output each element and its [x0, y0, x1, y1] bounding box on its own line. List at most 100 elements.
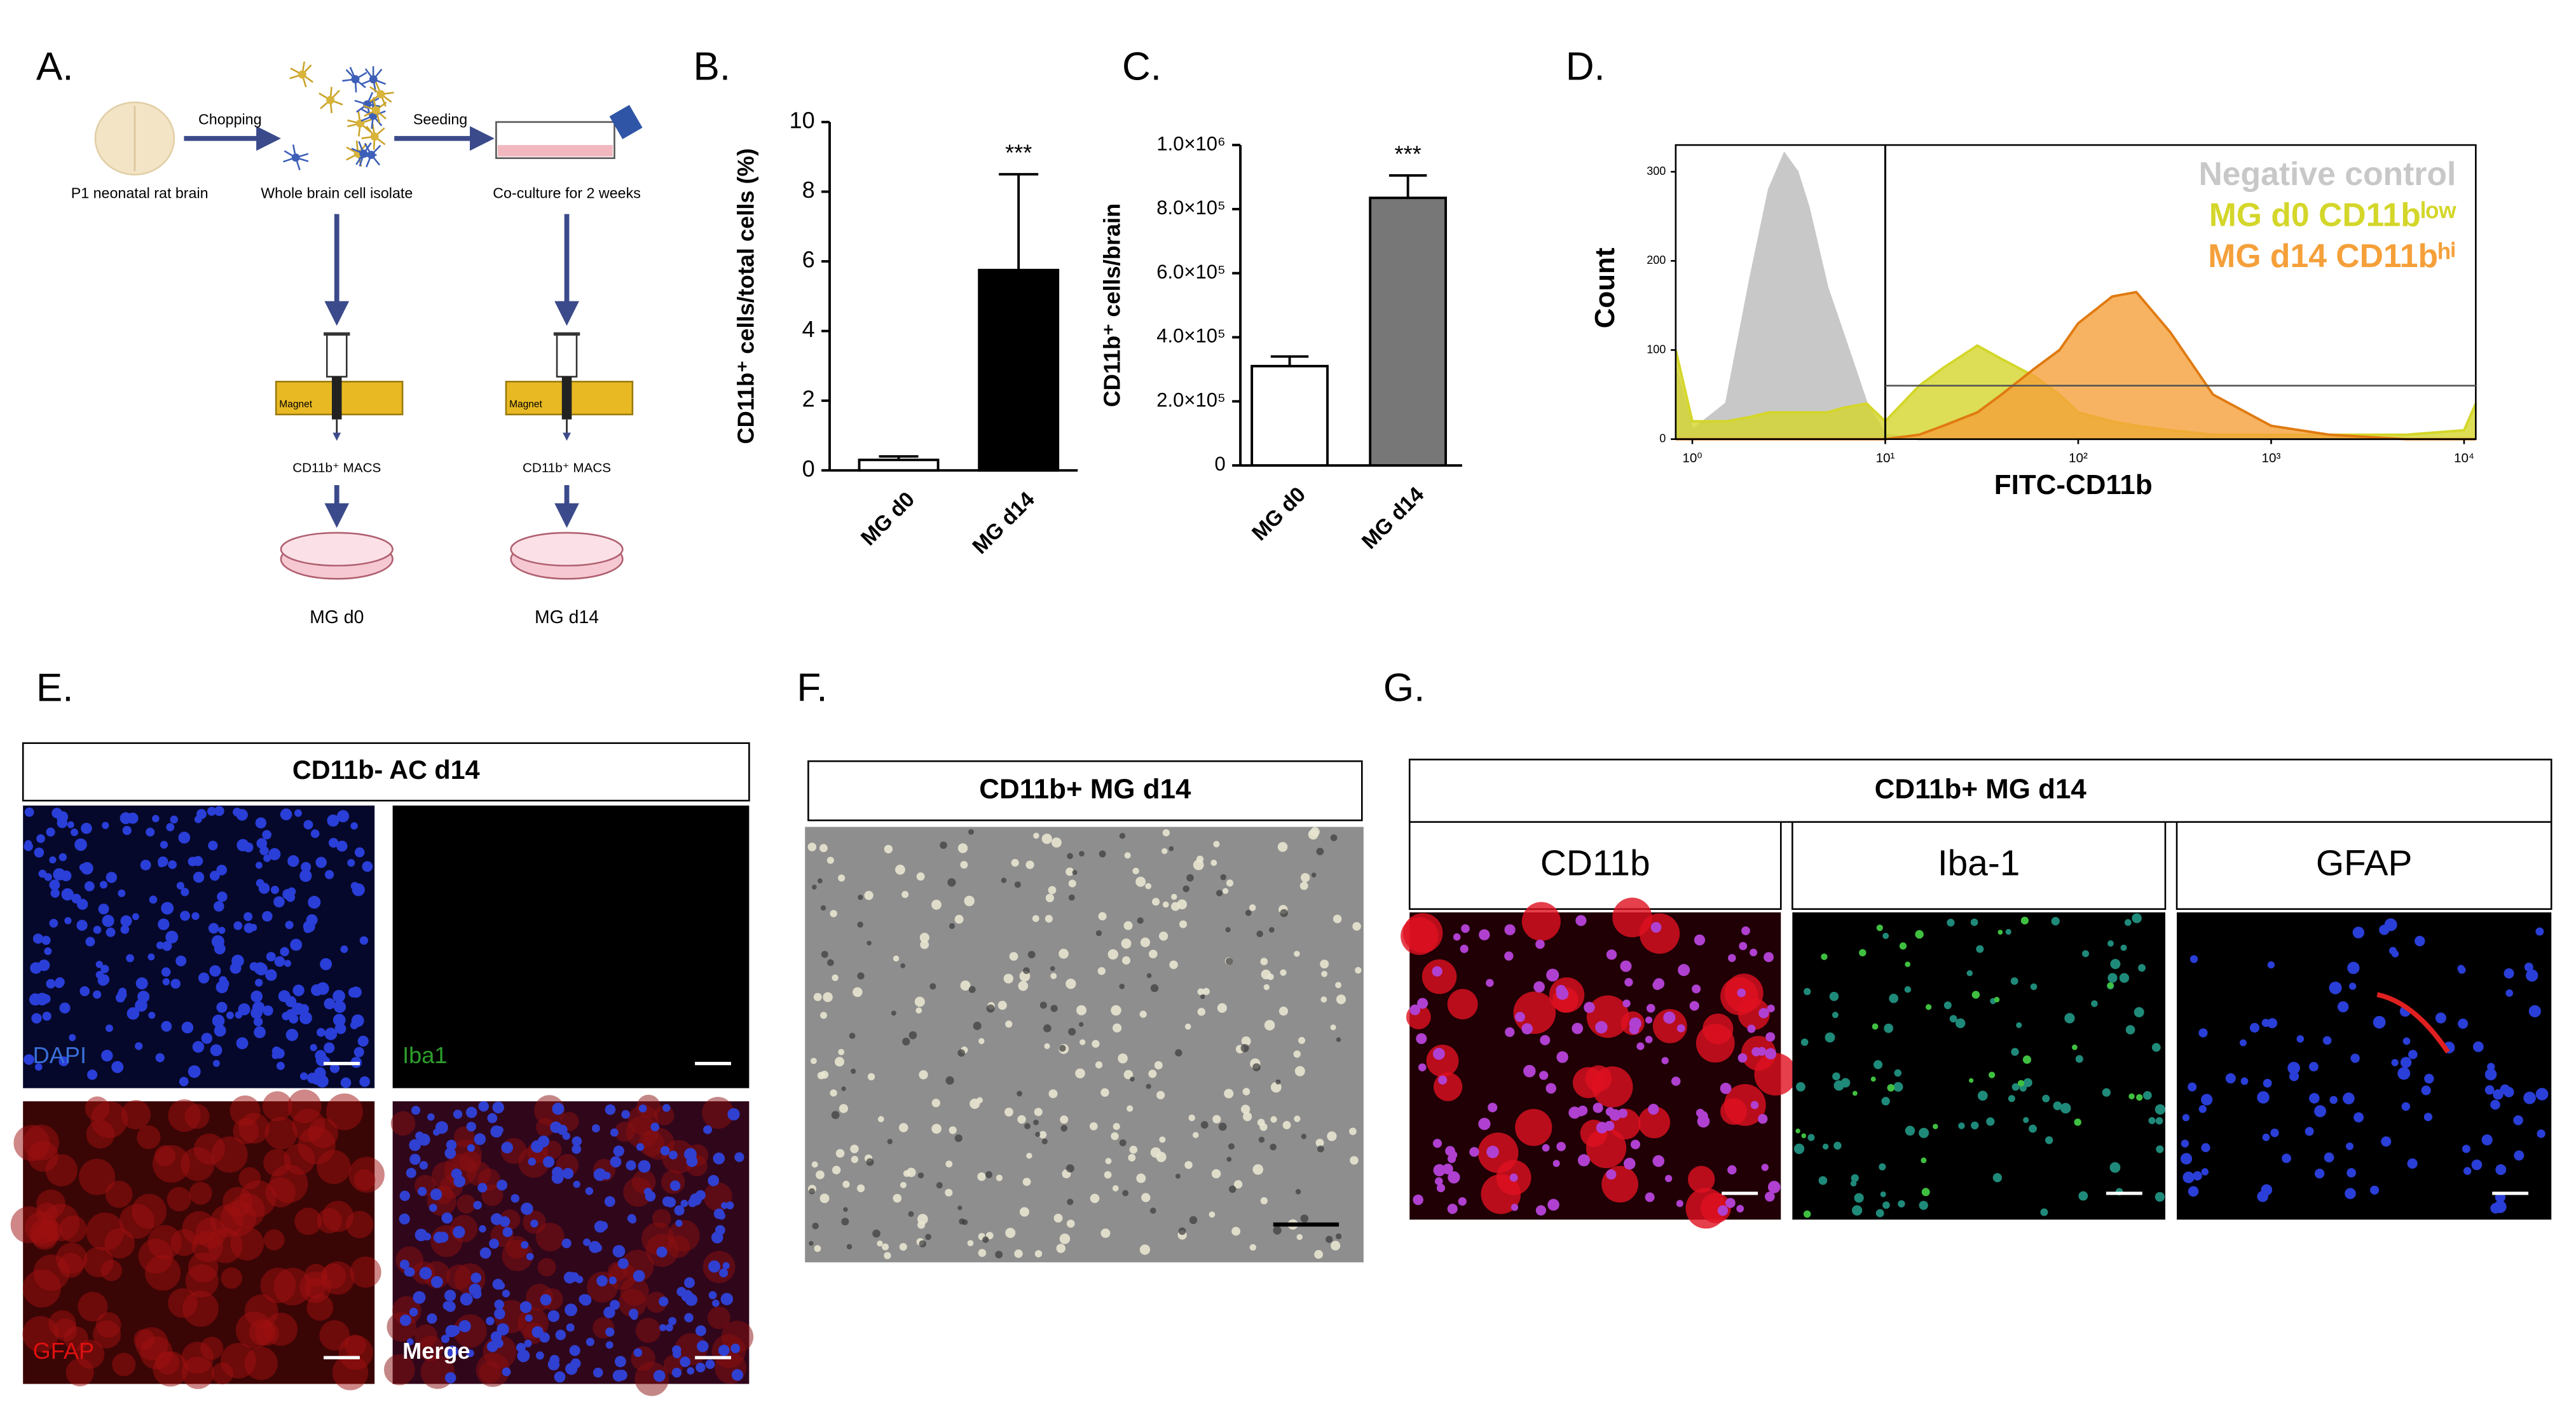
- cell: [1737, 1053, 1748, 1063]
- cell: [95, 1312, 121, 1338]
- cell: [986, 1004, 995, 1013]
- cell: [1100, 1228, 1111, 1238]
- cell: [1039, 1131, 1047, 1139]
- cell: [535, 1222, 565, 1251]
- cell: [1150, 984, 1159, 993]
- cell: [1986, 1117, 1995, 1126]
- cell: [949, 923, 956, 930]
- cell: [399, 1213, 410, 1225]
- cell: [348, 1157, 385, 1193]
- cell: [2289, 1071, 2299, 1082]
- cell: [1019, 1207, 1029, 1217]
- cell: [170, 815, 178, 824]
- cell: [353, 1047, 364, 1057]
- cell: [1212, 1115, 1221, 1124]
- cell: [236, 839, 249, 851]
- cell: [849, 1033, 856, 1040]
- cell: [2347, 961, 2360, 974]
- cell: [978, 1038, 985, 1045]
- cell: [899, 1242, 907, 1251]
- cell: [959, 1218, 965, 1225]
- cell: [2329, 981, 2342, 994]
- cell: [1299, 881, 1308, 890]
- cell: [1107, 949, 1118, 960]
- cell: [1200, 1121, 1209, 1129]
- cell: [2524, 963, 2533, 972]
- cell: [1852, 1090, 1858, 1096]
- cell: [1509, 1173, 1518, 1182]
- cell: [181, 1021, 194, 1034]
- cell: [940, 841, 947, 849]
- cell: [2022, 1055, 2032, 1064]
- cell: [1161, 848, 1168, 855]
- cell: [610, 1128, 619, 1137]
- cell: [1513, 991, 1556, 1034]
- cell: [552, 1103, 565, 1115]
- cell: [501, 1141, 513, 1154]
- cell: [2053, 1101, 2062, 1111]
- cell: [442, 1301, 452, 1310]
- cell: [1758, 1113, 1768, 1124]
- cell: [919, 933, 929, 943]
- cell: [211, 935, 224, 948]
- cell: [621, 1110, 630, 1119]
- cell: [479, 1225, 486, 1233]
- cell: [1209, 1211, 1216, 1218]
- cell: [1197, 988, 1205, 996]
- y-tick-label: 4: [802, 316, 815, 342]
- cell: [842, 1181, 850, 1188]
- cell: [310, 829, 320, 839]
- cell: [170, 979, 181, 989]
- cell: [502, 1227, 513, 1237]
- cell: [50, 888, 60, 898]
- cell: [1301, 873, 1310, 883]
- cell: [233, 808, 242, 816]
- cell: [428, 1204, 437, 1213]
- cell: [486, 1341, 498, 1352]
- cell: [285, 1028, 299, 1041]
- cell: [525, 1314, 533, 1322]
- cell: [2287, 1061, 2300, 1075]
- cell: [69, 1034, 76, 1041]
- cell: [1992, 1173, 2002, 1183]
- cell: [299, 869, 312, 883]
- cell: [1216, 890, 1223, 897]
- cell: [1330, 1024, 1336, 1031]
- cell: [1488, 1103, 1498, 1113]
- cell: [166, 823, 175, 832]
- cell: [253, 1017, 263, 1027]
- cell: [24, 840, 32, 848]
- cell: [2345, 1142, 2353, 1150]
- cell: [427, 1313, 437, 1324]
- histogram-fill: [1675, 292, 2476, 439]
- cell: [340, 1077, 352, 1089]
- cell: [1252, 1164, 1264, 1175]
- cell: [1119, 984, 1125, 989]
- cell: [1481, 1174, 1521, 1214]
- cell: [643, 1188, 652, 1196]
- cell: [812, 1222, 819, 1230]
- cell: [633, 1348, 643, 1357]
- y-tick-label: 6: [802, 247, 815, 273]
- cell: [1111, 1005, 1121, 1016]
- cell: [819, 1193, 830, 1204]
- cell: [1268, 926, 1275, 933]
- cell: [1092, 1040, 1100, 1048]
- cell: [502, 1367, 511, 1377]
- y-tick-label: 8.0×10⁵: [1156, 196, 1226, 219]
- cell: [1045, 893, 1055, 902]
- cell: [1154, 1061, 1163, 1069]
- cell: [1402, 913, 1443, 953]
- cell: [121, 1099, 151, 1130]
- cell: [1638, 1106, 1671, 1139]
- cell: [61, 888, 74, 901]
- cell: [120, 915, 132, 927]
- cell: [168, 1288, 198, 1318]
- cell: [213, 901, 224, 912]
- cell: [2010, 977, 2018, 985]
- cell: [175, 955, 187, 966]
- syringe: [556, 333, 578, 378]
- header-box: [1408, 821, 1782, 911]
- cell: [1889, 993, 1898, 1003]
- cell: [1293, 1050, 1301, 1058]
